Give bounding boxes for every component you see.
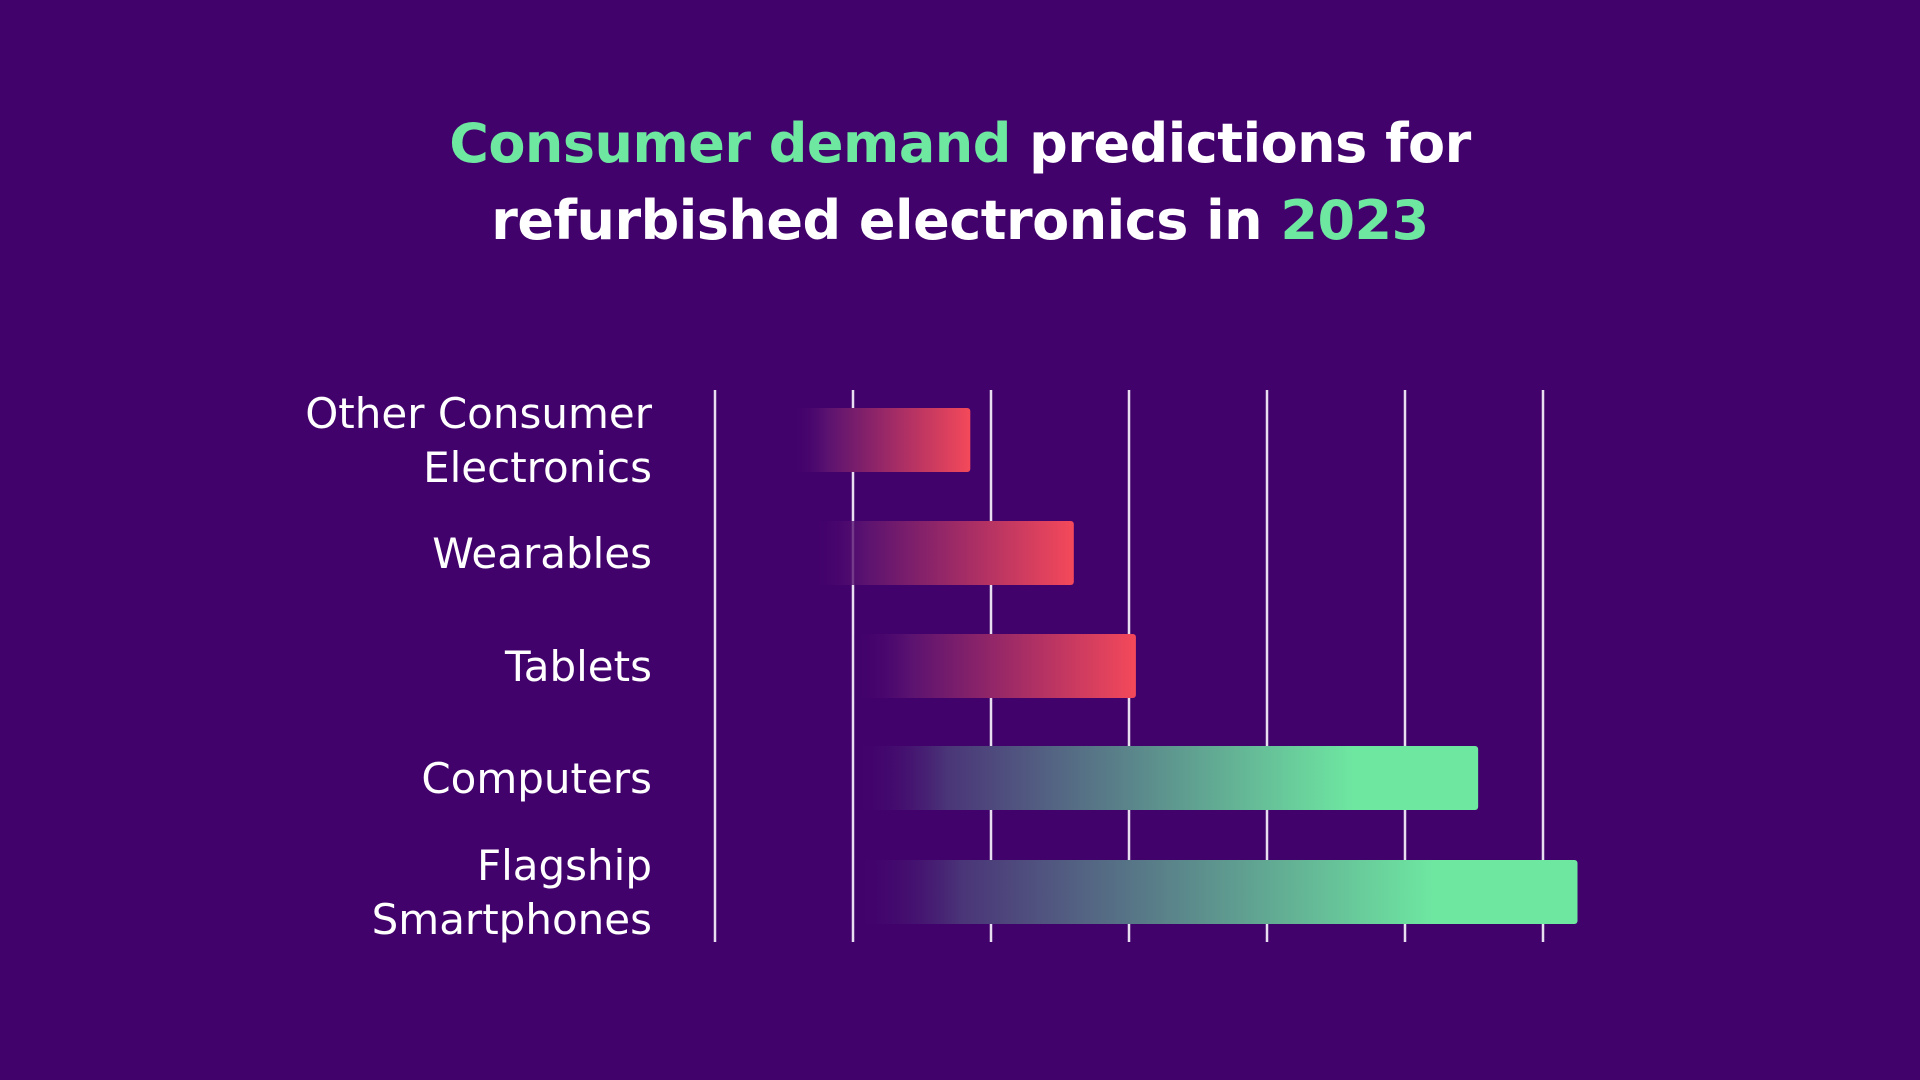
bar-0 [790, 408, 971, 472]
category-label-4: Flagship Smartphones [372, 841, 652, 944]
category-label-2: Tablets [504, 642, 652, 691]
title-text-2: refurbished electronics in [491, 189, 1281, 252]
chart-title: Consumer demand predictions for refurbis… [0, 105, 1920, 259]
category-label-line: Other Consumer [305, 389, 652, 438]
category-label-line: Computers [421, 754, 652, 803]
title-highlight-2: 2023 [1280, 189, 1429, 252]
title-text-1: predictions for [1010, 112, 1471, 175]
bar-1 [811, 521, 1074, 585]
category-label-line: Smartphones [372, 895, 652, 944]
category-label-line: Electronics [423, 443, 652, 492]
category-labels: Other Consumer Electronics Wearables Tablet… [305, 389, 652, 944]
bars [790, 408, 1578, 924]
bar-4 [853, 860, 1578, 924]
category-label-line: Tablets [504, 642, 652, 691]
category-label-3: Computers [421, 754, 652, 803]
bar-3 [853, 746, 1479, 810]
title-highlight-1: Consumer demand [449, 112, 1011, 175]
category-label-line: Wearables [432, 529, 652, 578]
category-label-1: Wearables [432, 529, 652, 578]
bar-2 [853, 634, 1136, 698]
category-label-0: Other Consumer Electronics [305, 389, 652, 492]
category-label-line: Flagship [477, 841, 652, 890]
